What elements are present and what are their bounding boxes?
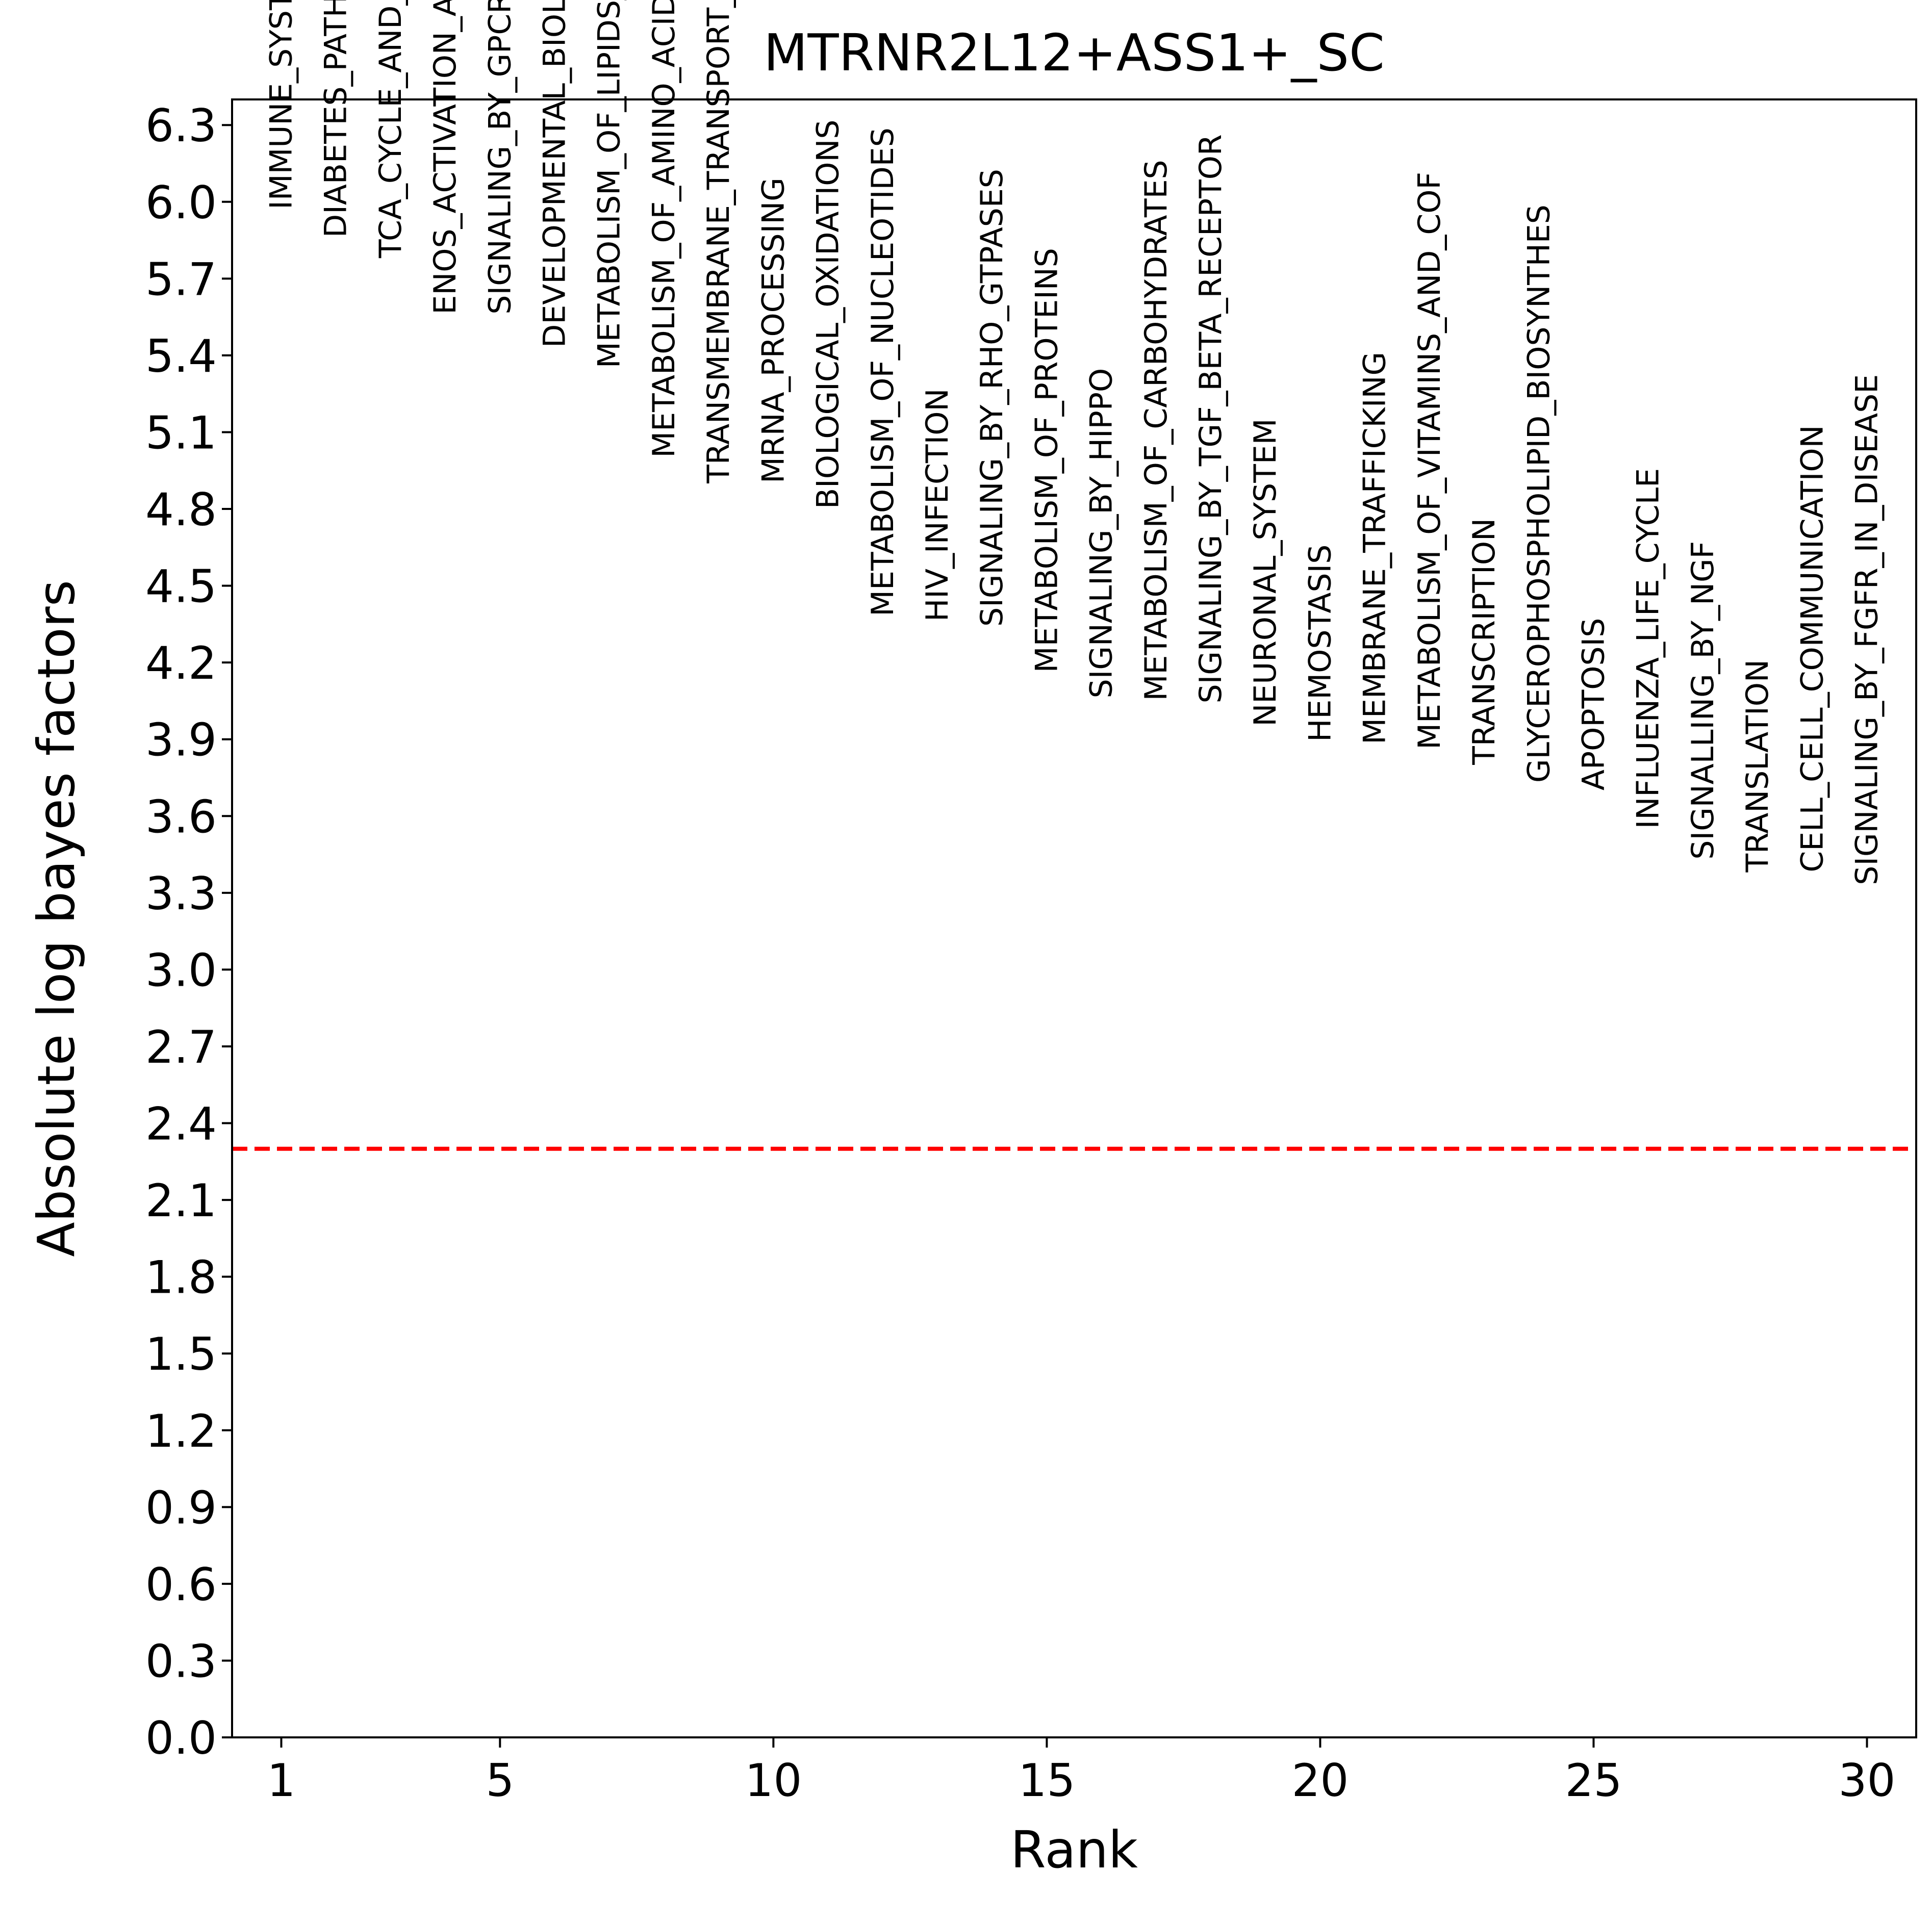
x-tick-label: 15 xyxy=(1018,1754,1075,1807)
point-label: CELL_CELL_COMMUNICATION xyxy=(1794,425,1830,872)
y-tick-label: 3.3 xyxy=(145,867,217,920)
y-tick-label: 5.1 xyxy=(145,406,217,459)
point-label: METABOLISM_OF_VITAMINS_AND_COF xyxy=(1412,172,1447,750)
x-tick-label: 20 xyxy=(1291,1754,1349,1807)
point-label: SIGNALING_BY_FGFR_IN_DISEASE xyxy=(1849,374,1885,885)
y-tick-label: 4.8 xyxy=(145,483,217,536)
x-tick-label: 30 xyxy=(1839,1754,1896,1807)
point-label: SIGNALLING_BY_NGF xyxy=(1685,541,1721,860)
point-label: TRANSLATION xyxy=(1740,659,1775,873)
point-label: SIGNALING_BY_TGF_BETA_RECEPTOR xyxy=(1193,134,1229,703)
point-label: METABOLISM_OF_PROTEINS xyxy=(1029,248,1064,673)
point-label: SIGNALING_BY_GPCR xyxy=(482,0,518,315)
x-tick-label: 1 xyxy=(267,1754,295,1807)
y-tick-label: 0.6 xyxy=(145,1558,217,1611)
plot-frame xyxy=(231,98,1917,1738)
y-tick-label: 2.1 xyxy=(145,1174,217,1227)
y-tick-label: 2.4 xyxy=(145,1098,217,1150)
point-label: TCA_CYCLE_AND_RESPIRATORY_ELEC xyxy=(373,0,409,259)
point-label: SIGNALING_BY_HIPPO xyxy=(1084,368,1120,699)
point-label: TRANSCRIPTION xyxy=(1466,518,1502,765)
y-tick-label: 4.5 xyxy=(145,560,217,613)
point-label: TRANSMEMBRANE_TRANSPORT_OF_SMA xyxy=(701,0,736,484)
y-tick-label: 1.2 xyxy=(145,1405,217,1457)
x-axis-label: Rank xyxy=(1010,1820,1138,1880)
y-tick-label: 2.7 xyxy=(145,1021,217,1073)
point-label: DIABETES_PATHWAYS xyxy=(318,0,354,238)
x-tick-label: 5 xyxy=(486,1754,514,1807)
y-tick-label: 1.8 xyxy=(145,1251,217,1304)
x-axis-ticks: 1 5 10 15 20 25 30 xyxy=(267,1737,1896,1807)
chart-title: MTRNR2L12+ASS1+_SC xyxy=(764,23,1385,83)
y-tick-label: 3.6 xyxy=(145,790,217,843)
y-tick-label: 0.3 xyxy=(145,1635,217,1687)
y-tick-label: 3.9 xyxy=(145,714,217,766)
point-label: METABOLISM_OF_NUCLEOTIDES xyxy=(865,127,901,617)
y-tick-label: 6.3 xyxy=(145,99,217,152)
point-label: HEMOSTASIS xyxy=(1302,545,1338,742)
point-label: SIGNALING_BY_RHO_GTPASES xyxy=(974,169,1010,627)
point-label: MRNA_PROCESSING xyxy=(755,177,791,483)
point-label: IMMUNE_SYSTEM xyxy=(263,0,299,210)
y-axis-label: Absolute log bayes factors xyxy=(27,580,86,1257)
x-tick-label: 10 xyxy=(745,1754,802,1807)
x-tick-label: 25 xyxy=(1565,1754,1622,1807)
point-label: NEURONAL_SYSTEM xyxy=(1248,418,1283,726)
point-label: APOPTOSIS xyxy=(1575,618,1611,790)
point-label: METABOLISM_OF_LIPIDS_AND_LIPOP xyxy=(592,0,627,368)
point-label: DEVELOPMENTAL_BIOLOGY xyxy=(537,0,573,348)
point-label: METABOLISM_OF_CARBOHYDRATES xyxy=(1138,160,1174,701)
point-label: MEMBRANE_TRAFFICKING xyxy=(1357,352,1393,745)
y-tick-label: 6.0 xyxy=(145,176,217,229)
y-tick-label: 0.0 xyxy=(145,1712,217,1764)
point-label: GLYCEROPHOSPHOLIPID_BIOSYNTHES xyxy=(1521,204,1557,783)
point-label: METABOLISM_OF_AMINO_ACIDS_AND_ xyxy=(646,0,682,458)
point-label: BIOLOGICAL_OXIDATIONS xyxy=(810,120,846,509)
y-tick-label: 4.2 xyxy=(145,637,217,689)
y-axis-ticks: 0.0 0.3 0.6 0.9 1.2 1.5 1.8 2.1 2.4 2.7 3.0 3.3 3.6 3… xyxy=(145,99,232,1764)
y-tick-label: 0.9 xyxy=(145,1481,217,1534)
y-tick-label: 1.5 xyxy=(145,1328,217,1380)
point-label: ENOS_ACTIVATION_AND_REGULATION xyxy=(427,0,463,315)
point-label: INFLUENZA_LIFE_CYCLE xyxy=(1631,468,1666,829)
y-tick-label: 3.0 xyxy=(145,944,217,996)
point-label: HIV_INFECTION xyxy=(920,389,955,622)
y-tick-label: 5.7 xyxy=(145,253,217,305)
y-tick-label: 5.4 xyxy=(145,330,217,382)
point-labels: IMMUNE_SYSTEM DIABETES_PATHWAYS TCA_CYCLE_… xyxy=(263,0,1885,885)
